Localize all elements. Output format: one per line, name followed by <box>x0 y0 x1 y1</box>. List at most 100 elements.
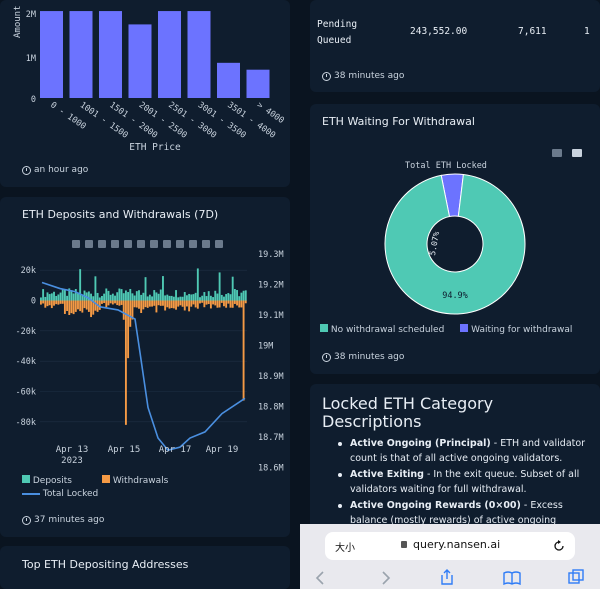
withdrawal-bar[interactable] <box>225 300 228 308</box>
deposit-bar[interactable] <box>212 297 215 301</box>
withdrawal-bar[interactable] <box>68 300 71 316</box>
withdrawal-bar[interactable] <box>209 300 212 309</box>
withdrawal-bar[interactable] <box>236 300 238 306</box>
deposit-bar[interactable] <box>48 294 51 301</box>
deposit-bar[interactable] <box>120 289 123 301</box>
price-bar[interactable] <box>187 11 211 99</box>
deposit-bar[interactable] <box>96 292 99 301</box>
withdrawal-bar[interactable] <box>133 300 136 308</box>
withdrawal-bar[interactable] <box>127 300 130 359</box>
deposit-bar[interactable] <box>162 276 164 301</box>
deposit-bar[interactable] <box>133 295 136 301</box>
withdrawal-bar[interactable] <box>116 300 119 306</box>
withdrawal-bar[interactable] <box>151 300 154 307</box>
withdrawal-bar[interactable] <box>231 300 234 308</box>
deposit-bar[interactable] <box>207 291 210 301</box>
hover-closest-icon[interactable] <box>202 240 210 248</box>
withdrawal-bar[interactable] <box>105 300 108 308</box>
withdrawal-bar[interactable] <box>223 300 225 307</box>
deposit-bar[interactable] <box>61 288 64 301</box>
deposit-bar[interactable] <box>155 292 158 301</box>
deposit-bar[interactable] <box>59 292 62 301</box>
withdrawal-bar[interactable] <box>227 300 230 304</box>
withdrawal-bar[interactable] <box>190 300 193 307</box>
withdrawal-bar[interactable] <box>185 300 188 307</box>
withdrawal-bar[interactable] <box>157 300 160 306</box>
price-bar[interactable] <box>69 11 93 99</box>
withdrawal-bar[interactable] <box>216 300 219 308</box>
withdrawal-bar[interactable] <box>146 300 149 308</box>
withdrawal-bar[interactable] <box>70 300 73 314</box>
price-bar[interactable] <box>246 69 270 98</box>
hover-compare-icon[interactable] <box>215 240 223 248</box>
deposit-bar[interactable] <box>122 293 125 301</box>
withdrawal-bar[interactable] <box>220 300 223 303</box>
withdrawal-bar[interactable] <box>138 300 140 309</box>
deposit-bar[interactable] <box>72 293 75 301</box>
text-size-button[interactable]: 大小 <box>335 543 355 554</box>
legend-no-withdrawal[interactable]: No withdrawal scheduled <box>320 324 444 335</box>
deposit-bar[interactable] <box>209 295 212 301</box>
withdrawal-bar[interactable] <box>111 300 114 305</box>
withdrawal-bar[interactable] <box>87 300 90 312</box>
back-icon[interactable] <box>314 571 326 585</box>
legend-withdrawals[interactable]: Withdrawals <box>101 475 168 486</box>
deposit-bar[interactable] <box>68 288 71 301</box>
box-select-icon[interactable] <box>111 240 119 248</box>
withdrawal-bar[interactable] <box>40 300 42 305</box>
deposit-bar[interactable] <box>53 291 55 301</box>
withdrawal-bar[interactable] <box>229 300 232 308</box>
price-bar[interactable] <box>128 24 152 99</box>
withdrawal-bar[interactable] <box>214 300 217 306</box>
deposit-bar[interactable] <box>229 294 232 301</box>
withdrawal-bar[interactable] <box>57 300 60 305</box>
price-bar[interactable] <box>217 62 240 98</box>
withdrawal-bar[interactable] <box>83 300 86 309</box>
withdrawal-bar[interactable] <box>212 300 215 305</box>
withdrawal-bar[interactable] <box>183 300 186 311</box>
camera-icon[interactable] <box>72 240 80 248</box>
deposit-bar[interactable] <box>105 288 108 301</box>
deposit-bar[interactable] <box>188 293 191 301</box>
withdrawal-bar[interactable] <box>192 300 195 305</box>
deposit-bar[interactable] <box>57 294 60 301</box>
price-bar[interactable] <box>99 11 122 99</box>
deposit-bar[interactable] <box>205 296 208 301</box>
autoscale-icon[interactable] <box>163 240 171 248</box>
deposit-bar[interactable] <box>46 292 49 301</box>
withdrawal-bar[interactable] <box>81 300 84 313</box>
deposit-bar[interactable] <box>129 288 132 301</box>
withdrawal-bar[interactable] <box>66 300 69 312</box>
deposit-bar[interactable] <box>177 297 180 301</box>
deposit-bar[interactable] <box>111 293 114 301</box>
deposit-bar[interactable] <box>92 296 95 301</box>
withdrawal-bar[interactable] <box>96 300 99 312</box>
withdrawal-bar[interactable] <box>50 300 53 309</box>
withdrawal-bar[interactable] <box>140 300 143 313</box>
deposit-bar[interactable] <box>190 294 193 301</box>
withdrawal-bar[interactable] <box>42 300 45 304</box>
zoom-in-icon[interactable] <box>137 240 145 248</box>
deposit-bar[interactable] <box>144 277 147 301</box>
deposit-bar[interactable] <box>114 295 116 301</box>
spike-icon[interactable] <box>189 240 197 248</box>
deposit-bar[interactable] <box>164 295 167 301</box>
deposit-bar[interactable] <box>179 296 182 301</box>
legend-waiting[interactable]: Waiting for withdrawal <box>460 324 572 335</box>
price-bar[interactable] <box>158 11 181 99</box>
deposit-bar[interactable] <box>199 297 201 301</box>
donut-slice[interactable] <box>384 173 526 315</box>
deposit-bar[interactable] <box>90 293 92 301</box>
deposit-bar[interactable] <box>236 290 238 301</box>
withdrawal-bar[interactable] <box>129 300 132 327</box>
deposit-bar[interactable] <box>192 294 195 301</box>
withdrawal-bar[interactable] <box>98 300 101 310</box>
withdrawal-bar[interactable] <box>177 300 180 307</box>
hover-icon[interactable] <box>572 149 582 157</box>
deposit-bar[interactable] <box>194 292 197 301</box>
withdrawal-bar[interactable] <box>199 300 201 304</box>
withdrawal-bar[interactable] <box>144 300 147 308</box>
withdrawal-bar[interactable] <box>53 300 55 306</box>
deposit-bar[interactable] <box>74 289 77 301</box>
withdrawal-bar[interactable] <box>120 300 123 305</box>
